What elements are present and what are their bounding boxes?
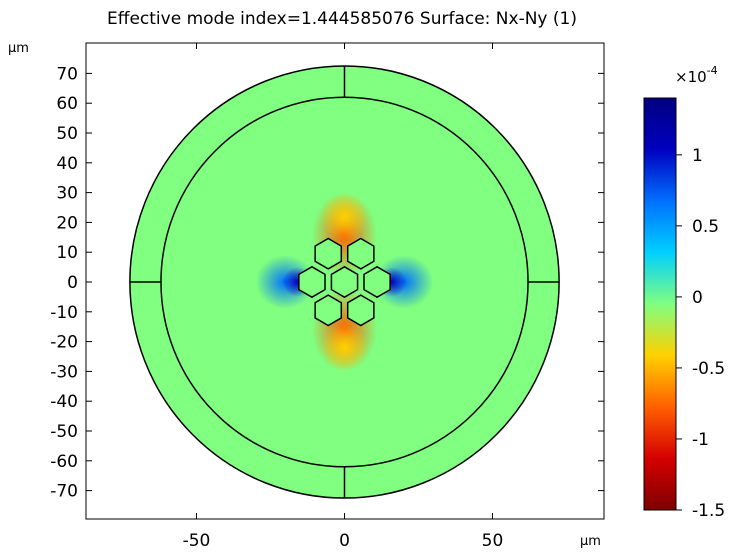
colorbar-tick-label: -1: [692, 430, 709, 450]
y-tick-label: 60: [56, 94, 78, 114]
air-hole: [314, 237, 343, 270]
y-tick-label: 40: [56, 154, 78, 174]
colorbar-tick-label: 0.5: [692, 217, 719, 237]
y-tick-label: -10: [50, 303, 78, 323]
x-tick-label: 0: [339, 531, 350, 551]
y-tick-label: 0: [67, 273, 78, 293]
y-tick-label: -40: [50, 392, 78, 412]
colorbar-bar: [643, 97, 677, 511]
y-tick-label: 20: [56, 213, 78, 233]
colorbar: ×10-4 1 0.5 0 -0.5 -1 -1.5: [643, 64, 725, 521]
colorbar-ticks: 1 0.5 0 -0.5 -1 -1.5: [676, 146, 725, 521]
y-tick-label: 70: [56, 64, 78, 84]
y-tick-label: -70: [50, 482, 78, 502]
y-tick-label: -20: [50, 333, 78, 353]
x-tick-label: 50: [482, 531, 504, 551]
y-tick-label: 50: [56, 124, 78, 144]
x-unit-label: µm: [580, 534, 601, 549]
y-tick-label: -30: [50, 362, 78, 382]
colorbar-tick-label: 0: [692, 288, 703, 308]
air-hole: [346, 237, 375, 270]
y-tick-label: -50: [50, 422, 78, 442]
field-lobe-top-outer: [320, 192, 369, 241]
y-tick-label: 30: [56, 184, 78, 204]
colorbar-tick-label: 1: [692, 146, 703, 166]
field-lobe-bottom-outer: [320, 323, 369, 372]
air-hole: [346, 294, 375, 327]
y-tick-label: -60: [50, 452, 78, 472]
colorbar-tick-label: -0.5: [692, 359, 725, 379]
air-hole: [330, 265, 359, 299]
air-hole: [314, 294, 343, 327]
air-hole: [298, 265, 326, 299]
x-tick-label: -50: [183, 531, 211, 551]
y-tick-label: 10: [56, 243, 78, 263]
chart-title: Effective mode index=1.444585076 Surface…: [107, 9, 577, 29]
air-hole: [363, 265, 391, 299]
y-axis: 70 60 50 40 30 20 10 0 -10 -20 -30 -40 -50 -60 -70: [50, 64, 604, 502]
plot-area: [129, 65, 560, 499]
x-axis: -50 0 50: [183, 43, 504, 551]
colorbar-tick-label: -1.5: [692, 501, 725, 521]
colorbar-exponent-label: ×10-4: [675, 64, 718, 86]
y-unit-label: µm: [8, 41, 29, 56]
